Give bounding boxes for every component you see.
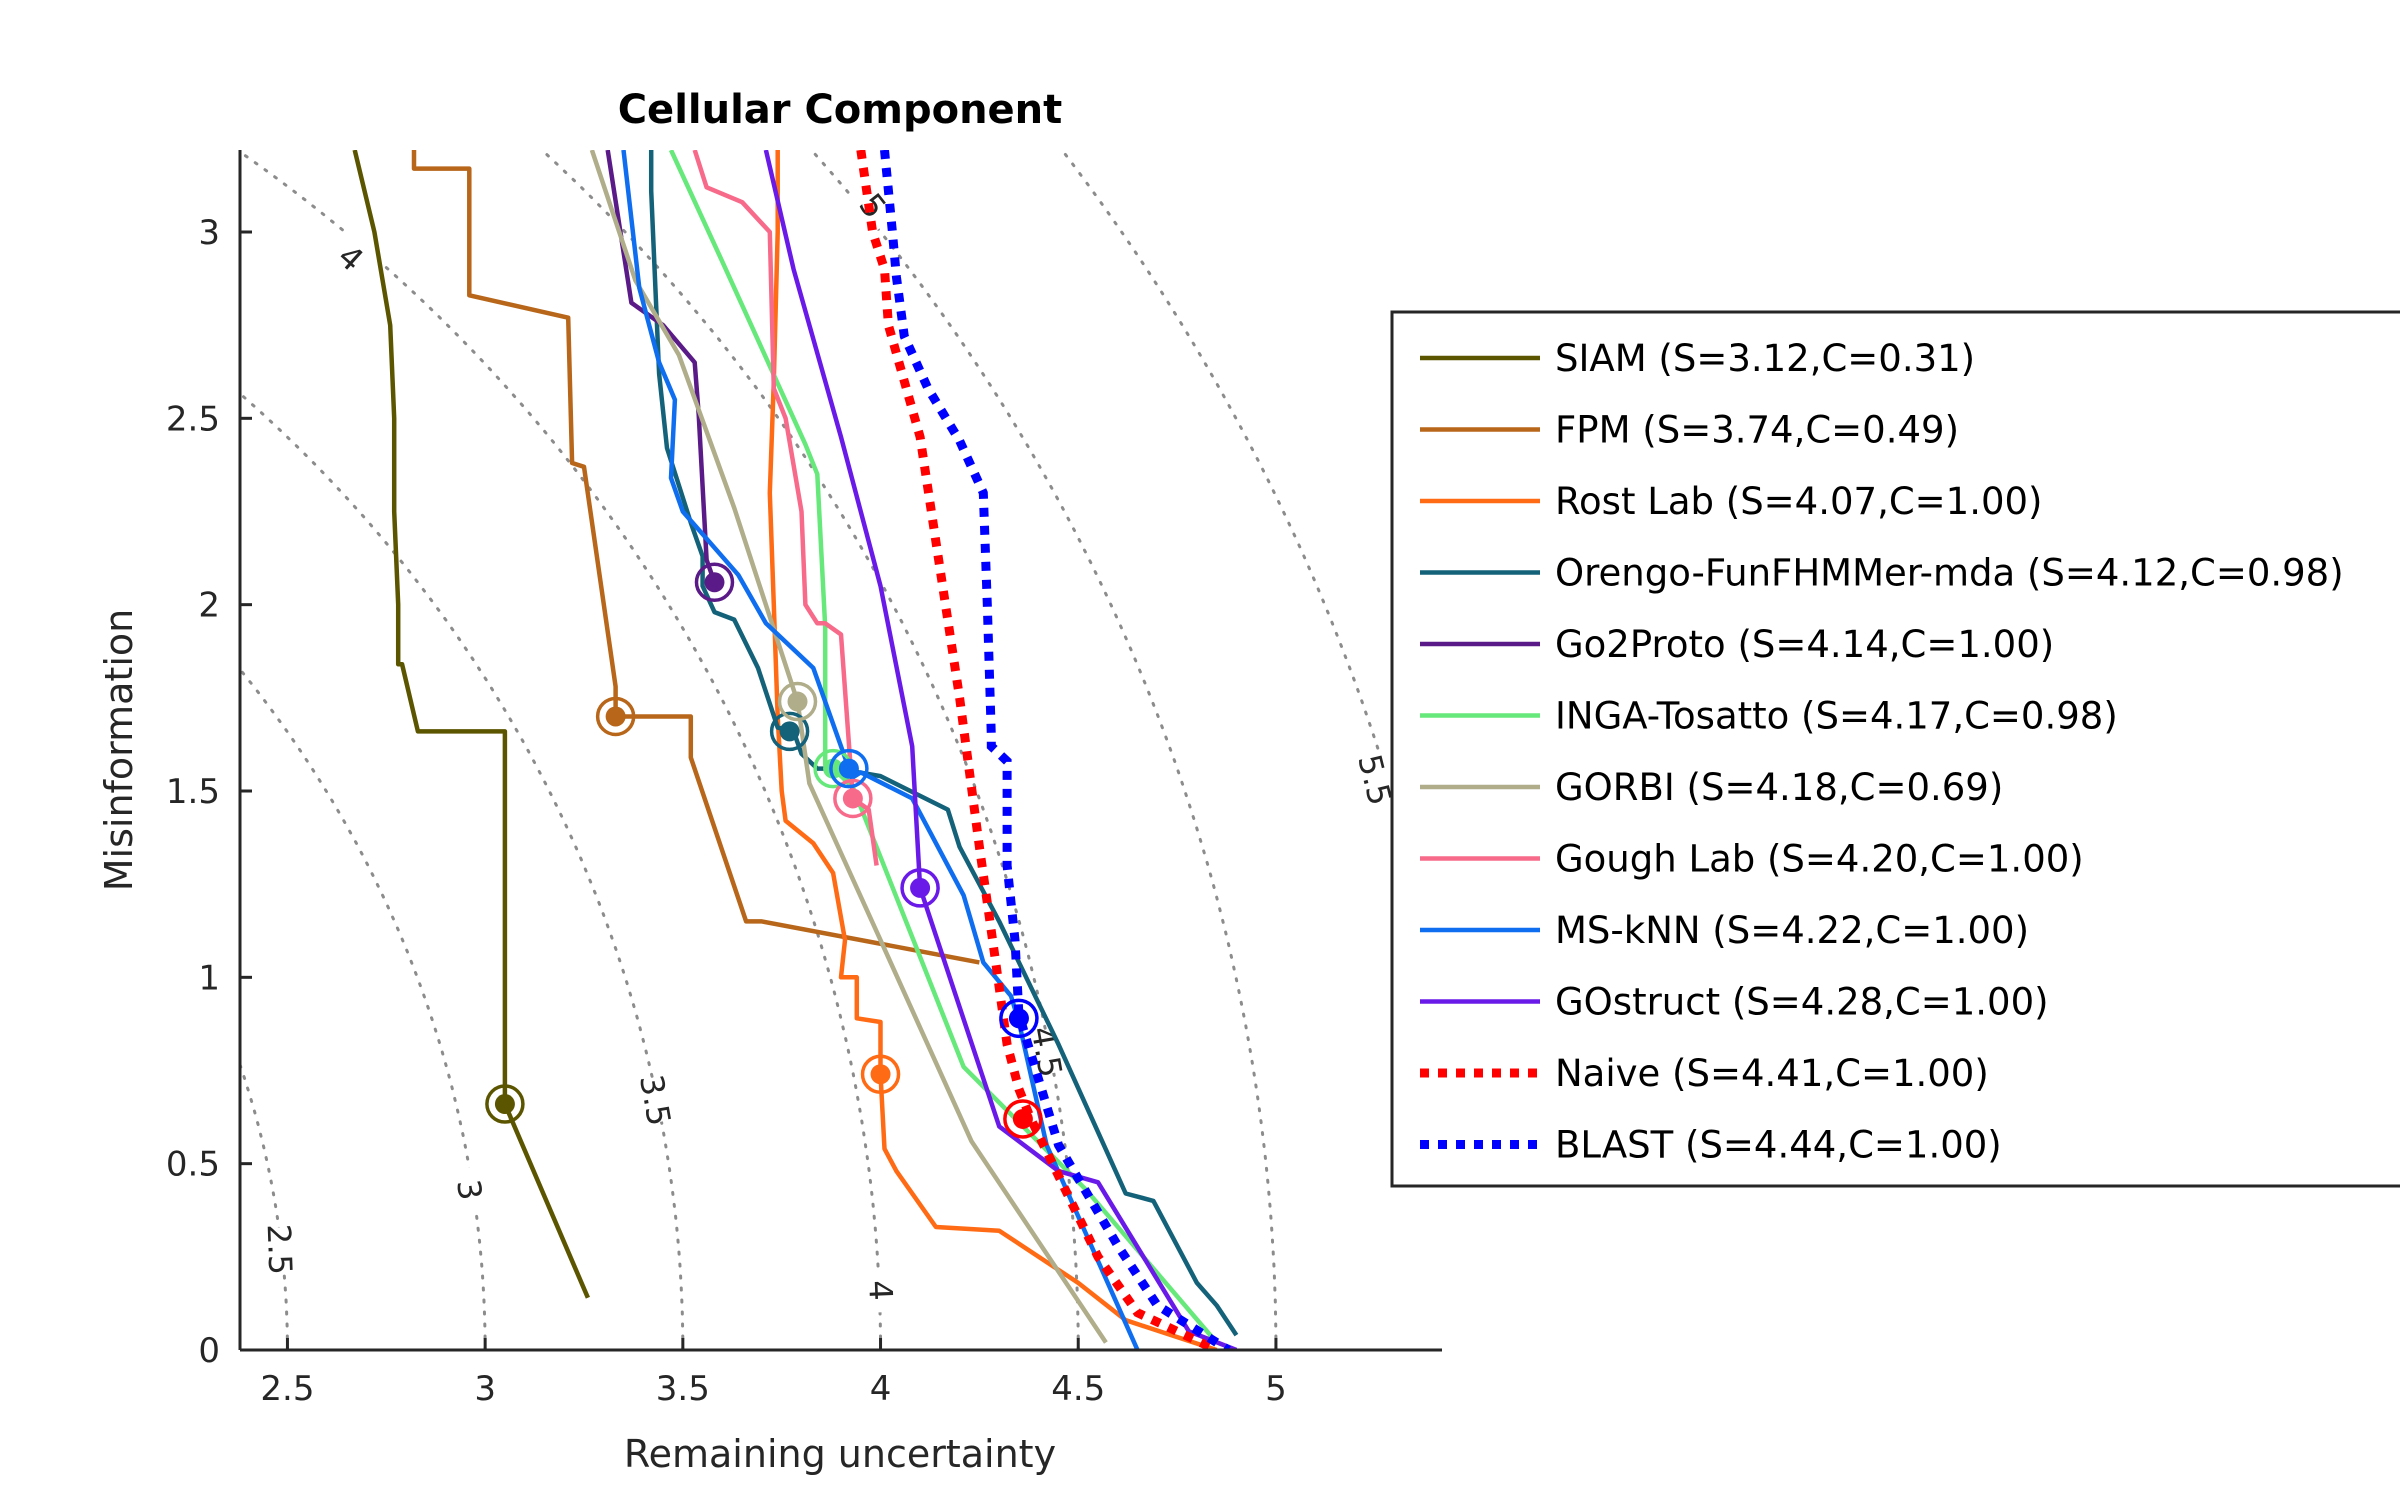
contour-6: [1060, 150, 1442, 1011]
series-marker-ring-9: [900, 868, 940, 908]
series-marker-dot-9: [910, 877, 931, 898]
y-tick-label-5: 2.5: [166, 399, 220, 439]
series-marker-dot-11: [1008, 1008, 1029, 1029]
series-marker-dot-7: [842, 788, 863, 809]
y-tick-label-1: 0.5: [166, 1145, 220, 1185]
x-tick-label-0: 2.5: [260, 1369, 314, 1409]
series-marker-ring-11: [999, 998, 1039, 1039]
series-line-4: [605, 150, 717, 584]
series-marker-ring-10: [1003, 1099, 1043, 1139]
legend-label-3: Orengo-FunFHMMer-mda (S=4.12,C=0.98): [1555, 552, 2344, 595]
y-tick-label-6: 3: [198, 213, 220, 253]
contour-4: [539, 150, 1080, 1350]
series-marker-ring-3: [769, 711, 810, 752]
legend-label-6: GORBI (S=4.18,C=0.69): [1555, 766, 2003, 809]
series-line-10: [856, 150, 1219, 1350]
series-line-3: [648, 150, 1239, 1337]
series-marker-dot-2: [870, 1064, 891, 1085]
contour-label-3: 4: [861, 1280, 900, 1302]
legend-label-1: FPM (S=3.74,C=0.49): [1555, 409, 1959, 452]
series-line-2: [767, 150, 1218, 1350]
series-marker-dot-5: [823, 758, 844, 779]
contour-label-0: 2.5: [260, 1223, 300, 1275]
series-marker-ring-1: [595, 696, 636, 737]
y-tick-label-2: 1: [198, 958, 220, 998]
y-tick-label-3: 1.5: [166, 772, 220, 812]
series-layer: [352, 150, 1239, 1350]
x-tick-label-1: 3: [474, 1369, 496, 1409]
x-tick-label-5: 5: [1265, 1369, 1287, 1409]
series-line-9: [763, 150, 1238, 1350]
contour-label-bg-6: [311, 218, 390, 299]
legend-label-8: MS-kNN (S=4.22,C=1.00): [1555, 909, 2029, 952]
legend-label-5: INGA-Tosatto (S=4.17,C=0.98): [1555, 695, 2118, 738]
legend-label-7: Gough Lab (S=4.20,C=1.00): [1555, 838, 2084, 881]
contour-label-bg-3: [845, 1267, 916, 1314]
series-marker-dot-8: [838, 758, 859, 779]
x-tick-label-2: 3.5: [656, 1369, 710, 1409]
legend-box: [1390, 310, 2400, 1188]
chart-title: Cellular Component: [618, 87, 1063, 133]
x-axis-label: Remaining uncertainty: [624, 1432, 1056, 1476]
x-tick-label-3: 4: [870, 1369, 892, 1409]
series-marker-dot-3: [779, 721, 800, 742]
y-axis-label: Misinformation: [97, 609, 141, 891]
series-marker-ring-7: [833, 778, 873, 819]
legend-label-11: BLAST (S=4.44,C=1.00): [1555, 1124, 2002, 1167]
legend-label-10: Naive (S=4.41,C=1.00): [1555, 1052, 1989, 1095]
legend: SIAM (S=3.12,C=0.31) FPM (S=3.74,C=0.49) R…: [1390, 310, 2400, 1188]
series-marker-ring-0: [485, 1084, 525, 1124]
series-marker-dot-6: [787, 691, 808, 712]
contour-0: [240, 1060, 289, 1350]
axes: 2.5 3 3.5 4 4.5 5 0 0.5 1 1.5 2 2.5 3: [166, 150, 1442, 1409]
series-marker-ring-8: [829, 748, 869, 789]
contour-label-bg-1: [432, 1163, 507, 1217]
legend-label-9: GOstruct (S=4.28,C=1.00): [1555, 981, 2049, 1024]
y-tick-label-0: 0: [198, 1331, 220, 1371]
contour-label-bg-2: [617, 1072, 693, 1128]
legend-label-0: SIAM (S=3.12,C=0.31): [1555, 337, 1975, 380]
series-marker-ring-4: [694, 562, 735, 603]
series-marker-dot-0: [494, 1094, 515, 1115]
x-tick-label-4: 4.5: [1051, 1369, 1105, 1409]
series-marker-dot-4: [704, 572, 725, 593]
series-marker-ring-2: [860, 1054, 901, 1094]
contour-label-bg-0: [244, 1226, 315, 1273]
legend-label-4: Go2Proto (S=4.14,C=1.00): [1555, 623, 2054, 666]
series-line-11: [880, 150, 1231, 1350]
y-tick-label-4: 2: [198, 586, 220, 626]
series-marker-dot-1: [605, 706, 626, 727]
contour-lines: [240, 150, 1442, 1350]
series-marker-dot-10: [1012, 1108, 1033, 1129]
series-line-5: [668, 150, 1219, 1344]
series-line-0: [352, 150, 590, 1299]
series-marker-ring-6: [777, 681, 818, 722]
contour-label-2: 3.5: [632, 1072, 678, 1129]
series-line-1: [411, 150, 980, 965]
legend-label-2: Rost Lab (S=4.07,C=1.00): [1555, 480, 2043, 523]
